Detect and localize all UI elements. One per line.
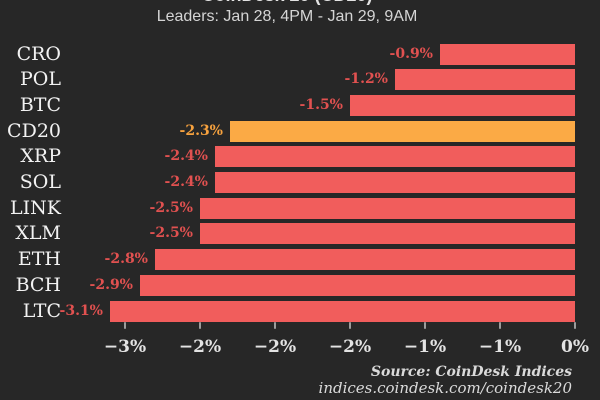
bar [140, 274, 575, 296]
bar-value-label: -2.4% [164, 174, 208, 190]
ticker-label: BTC [19, 93, 61, 116]
bar [440, 43, 575, 65]
x-tick [349, 322, 351, 329]
x-tick [574, 322, 576, 329]
x-tick [499, 322, 501, 329]
x-tick [274, 322, 276, 329]
ticker-label: LINK [10, 196, 61, 219]
x-tick-label: −1% [478, 337, 522, 357]
ticker-label: XRP [20, 145, 61, 168]
bar [215, 146, 575, 168]
bar-value-label: -2.8% [104, 251, 148, 268]
ticker-label: CRO [16, 42, 61, 65]
bar [215, 172, 575, 193]
bar [350, 94, 575, 116]
chart-subtitle: Leaders: Jan 28, 4PM - Jan 29, 9AM [156, 8, 418, 25]
bar-value-label: -1.2% [344, 71, 388, 88]
source-url: indices.coindesk.com/coindesk20 [318, 379, 572, 397]
bar-value-label: -3.1% [59, 302, 103, 319]
ticker-label: CD20 [7, 119, 61, 142]
x-tick-label: −1% [403, 337, 447, 357]
bar-value-label: -2.3% [179, 122, 223, 139]
bar-value-label: -2.5% [149, 199, 193, 216]
x-tick-label: −2% [328, 337, 372, 357]
x-tick-label: −2% [253, 337, 297, 357]
x-tick-label: −2% [178, 337, 222, 357]
bar-value-label: -2.4% [164, 148, 208, 165]
bar [110, 300, 575, 322]
x-tick-label: −3% [103, 337, 147, 357]
x-tick [199, 322, 201, 329]
source-attribution: Source: CoinDesk Indices indices.coindes… [319, 364, 572, 397]
x-tick-label: 0% [561, 337, 589, 357]
bar [230, 120, 575, 142]
source-line: Source: CoinDesk Indices [370, 364, 572, 380]
chart-title: CoinDesk 20 (CD20) [0, 0, 574, 5]
ticker-label: SOL [19, 171, 61, 193]
bar [155, 249, 575, 271]
bar [200, 197, 575, 219]
ticker-label: POL [20, 68, 61, 91]
x-tick [124, 322, 126, 329]
bar [395, 69, 575, 91]
ticker-label: XLM [15, 222, 61, 245]
ticker-label: BCH [15, 273, 61, 296]
bar-value-label: -2.9% [89, 276, 133, 293]
bar-value-label: -2.5% [149, 225, 193, 242]
bar [200, 223, 575, 245]
ticker-label: LTC [22, 299, 61, 322]
bar-value-label: -1.5% [299, 96, 343, 113]
bar-value-label: -0.9% [389, 45, 433, 62]
x-tick [424, 322, 426, 329]
ticker-label: ETH [17, 248, 61, 271]
